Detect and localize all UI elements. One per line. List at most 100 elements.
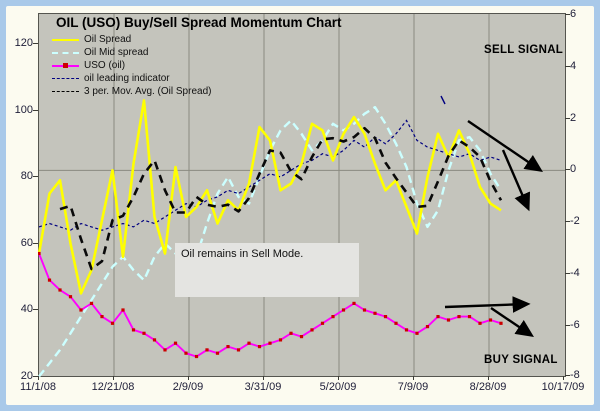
y-axis-left-tick	[33, 375, 38, 377]
uso-data-marker	[58, 288, 62, 292]
x-axis-tick	[263, 376, 264, 380]
y-axis-left-label: 80	[20, 170, 33, 182]
annotation-box: Oil remains in Sell Mode.	[175, 243, 359, 297]
uso-data-marker	[89, 301, 94, 305]
legend-label: Oil Mid spread	[84, 47, 149, 58]
y-axis-right-tick	[565, 273, 570, 274]
y-axis-left-label: 120	[14, 37, 33, 49]
y-axis-left-tick	[33, 242, 38, 244]
legend-swatch-magenta-marker	[52, 62, 79, 68]
x-axis-tick	[413, 376, 414, 380]
series-oil-mid-spread	[38, 105, 503, 377]
legend-item-yellow-solid: Oil Spread	[52, 33, 211, 46]
buy-trend-arrow-flat	[444, 296, 531, 313]
x-axis-date-label: 8/28/09	[469, 381, 507, 393]
uso-data-marker	[499, 321, 503, 325]
uso-data-marker	[257, 345, 262, 349]
y-axis-right-label: -4	[570, 267, 580, 279]
sell-trend-arrow-2	[501, 149, 531, 212]
uso-data-marker	[425, 325, 430, 329]
y-axis-right-tick	[565, 221, 570, 223]
uso-data-marker	[110, 321, 115, 325]
uso-data-marker	[467, 315, 472, 319]
uso-data-marker	[184, 351, 188, 355]
legend-item-black-dashed: 3 per. Mov. Avg. (Oil Spread)	[52, 85, 211, 98]
legend-swatch-cyan-dashed	[52, 51, 79, 54]
legend-item-magenta-marker: USO (oil)	[52, 59, 211, 72]
uso-data-marker	[226, 345, 230, 349]
stray-indicator-dash	[440, 95, 446, 105]
y-axis-right-tick	[565, 324, 570, 326]
x-axis-date-label: 11/1/08	[20, 381, 56, 393]
y-axis-left-label: 20	[20, 369, 33, 382]
y-axis-left-tick	[33, 176, 38, 177]
series-oil-spread	[38, 99, 502, 295]
uso-data-marker	[215, 351, 220, 355]
y-axis-right-label: -2	[570, 215, 580, 228]
x-axis-tick	[188, 376, 189, 380]
x-axis-tick	[113, 376, 114, 380]
uso-data-marker	[457, 315, 461, 319]
y-axis-right-label: -6	[570, 318, 580, 331]
y-axis-right-tick	[565, 117, 570, 119]
x-axis-tick	[563, 376, 564, 380]
uso-data-marker	[289, 331, 293, 335]
y-axis-left-label: 60	[20, 236, 33, 249]
legend-label: USO (oil)	[84, 60, 126, 71]
uso-data-marker	[278, 338, 283, 342]
legend-swatch-yellow-solid	[52, 38, 79, 41]
uso-data-marker	[100, 315, 104, 319]
uso-data-marker	[152, 338, 157, 342]
annotation-text: Oil remains in Sell Mode.	[181, 248, 304, 260]
uso-data-marker	[268, 341, 272, 345]
uso-data-marker	[163, 348, 167, 352]
legend-label: 3 per. Mov. Avg. (Oil Spread)	[84, 86, 212, 97]
x-axis-date-label: 2/9/09	[172, 381, 204, 393]
y-axis-right-tick	[565, 65, 570, 67]
x-axis-tick	[38, 376, 39, 380]
legend-item-navy-dotted: oil leading indicator	[52, 72, 211, 85]
uso-data-marker	[415, 331, 419, 335]
uso-data-marker	[320, 321, 325, 325]
y-axis-right-label: -8	[570, 369, 580, 381]
uso-data-marker	[247, 341, 251, 345]
uso-data-marker	[478, 321, 482, 325]
y-axis-left-label: 100	[14, 103, 33, 116]
x-axis-date-label: 5/20/09	[319, 381, 357, 393]
y-axis-right-label: 2	[570, 111, 577, 124]
uso-data-marker	[436, 315, 440, 319]
x-axis-tick	[488, 376, 489, 380]
y-axis-left-label: 40	[20, 303, 33, 315]
x-axis-date-label: 7/9/09	[397, 381, 429, 393]
legend-label: Oil Spread	[84, 34, 132, 45]
uso-data-marker	[341, 308, 346, 312]
y-axis-right-label: 6	[570, 8, 577, 20]
y-axis-right-label: 4	[570, 59, 577, 72]
uso-data-marker	[142, 331, 146, 335]
uso-data-marker	[310, 328, 314, 332]
chart-title: OIL (USO) Buy/Sell Spread Momentum Chart	[56, 15, 342, 30]
x-axis-date-label: 10/17/09	[541, 381, 585, 393]
uso-data-marker	[79, 308, 83, 312]
uso-data-marker	[38, 251, 41, 256]
uso-data-marker	[194, 354, 199, 359]
uso-data-marker	[173, 341, 178, 345]
uso-data-marker	[121, 308, 125, 312]
buy-signal-label: BUY SIGNAL	[484, 354, 558, 366]
uso-data-marker	[383, 315, 388, 319]
uso-data-marker	[236, 348, 241, 352]
y-axis-right-tick	[565, 169, 570, 171]
uso-data-marker	[488, 318, 493, 322]
y-axis-left-tick	[33, 309, 38, 310]
uso-data-marker	[352, 301, 356, 305]
sell-trend-arrow-1	[467, 120, 543, 173]
buy-trend-arrow-down	[490, 307, 534, 338]
uso-data-marker	[331, 315, 335, 319]
uso-data-marker	[68, 295, 73, 299]
series-moving-average	[59, 126, 503, 271]
x-axis-date-label: 12/21/08	[91, 381, 135, 393]
y-axis-left-tick	[33, 109, 38, 111]
chart-legend: Oil Spread Oil Mid spread USO (oil) oil lea…	[52, 33, 211, 98]
uso-data-marker	[404, 328, 409, 332]
